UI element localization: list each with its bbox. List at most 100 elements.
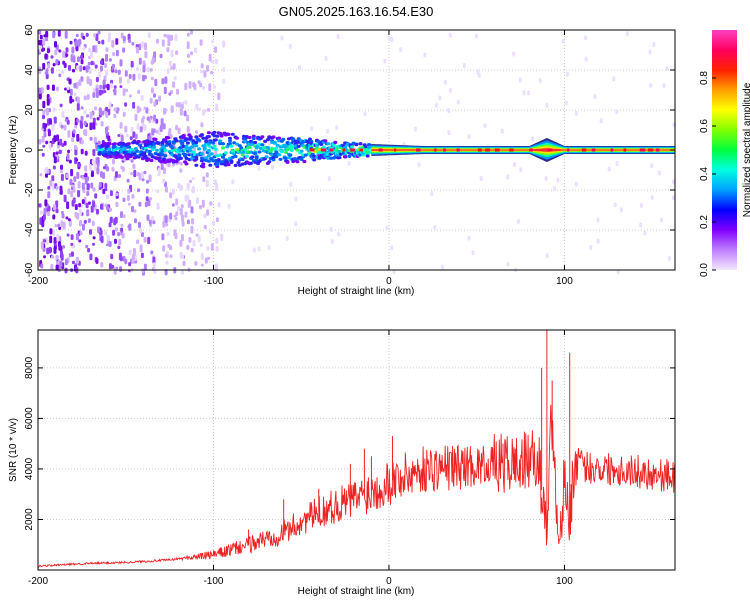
ridge-cell (221, 146, 225, 150)
heatmap-cell (74, 211, 78, 218)
heatmap-cell (131, 194, 135, 199)
heatmap-cell (115, 49, 119, 57)
heatmap-cell (161, 78, 165, 85)
heatmap-cell (145, 188, 149, 194)
heatmap-cell (148, 219, 152, 225)
heatmap-cell (616, 269, 620, 275)
heatmap-cell (106, 234, 110, 241)
heatmap-cell (191, 218, 194, 225)
heatmap-cell (324, 56, 328, 61)
heatmap-cell (95, 76, 99, 83)
heatmap-cell (168, 60, 172, 67)
heatmap-cell (207, 256, 210, 261)
heatmap-cell (90, 60, 94, 66)
heatmap-cell (105, 47, 109, 52)
ridge-cell (358, 142, 363, 146)
ridge-cell (315, 146, 319, 150)
heatmap-cell (78, 239, 82, 243)
heatmap-cell (43, 255, 46, 259)
ridge-cell (167, 140, 172, 144)
heatmap-cell (42, 213, 46, 221)
heatmap-cell (253, 247, 256, 253)
ridge-cell (171, 141, 176, 145)
colorbar-tick-label: 0.0 (699, 263, 710, 277)
heatmap-cell (483, 123, 487, 129)
heatmap-cell (52, 165, 56, 170)
heatmap-cell (93, 163, 97, 171)
ridge-cell (277, 136, 282, 140)
heatmap-cell (78, 203, 82, 208)
heatmap-cell (41, 220, 45, 228)
heatmap-cell (38, 92, 42, 100)
ridge-cell (199, 152, 204, 156)
heatmap-cell (51, 84, 55, 91)
heatmap-cell (330, 239, 334, 244)
heatmap-cell (56, 86, 59, 92)
heatmap-cell (613, 202, 617, 208)
ridge-cell (184, 162, 189, 166)
heatmap-cell (73, 176, 77, 182)
heatmap-cell (119, 256, 123, 262)
spectrogram-frame (37, 29, 676, 271)
ridge-cell (103, 150, 107, 154)
heatmap-cell (156, 189, 160, 193)
heatmap-cell (97, 226, 101, 234)
ridge-cell (191, 139, 196, 143)
heatmap-cell (79, 230, 83, 236)
heatmap-cell (186, 53, 190, 58)
heatmap-cell (456, 99, 460, 105)
heatmap-cell (38, 30, 42, 35)
heatmap-cell (112, 52, 116, 56)
heatmap-cell (117, 245, 121, 250)
heatmap-cell (189, 179, 192, 184)
heatmap-cell (173, 76, 177, 81)
ridge-cell (197, 147, 202, 151)
heatmap-cell (50, 67, 54, 74)
heatmap-cell (196, 197, 199, 204)
heatmap-cell (127, 33, 131, 41)
heatmap-cell (170, 105, 174, 113)
heatmap-cell (70, 234, 74, 240)
heatmap-cell (120, 134, 124, 143)
heatmap-cell (40, 87, 44, 94)
heatmap-cell (126, 78, 130, 84)
heatmap-cell (144, 201, 148, 208)
heatmap-cell (128, 39, 132, 43)
heatmap-cell (52, 107, 56, 112)
ridge-cell (201, 136, 206, 140)
heatmap-cell (596, 217, 600, 223)
heatmap-cell (179, 168, 183, 173)
heatmap-cell (222, 78, 226, 84)
heatmap-cell (97, 40, 101, 44)
heatmap-cell (206, 246, 210, 251)
heatmap-cell (138, 221, 141, 229)
heatmap-cell (184, 82, 188, 91)
heatmap-cell (156, 38, 159, 44)
heatmap-cell (45, 173, 48, 178)
heatmap-cell (55, 208, 59, 214)
ridge-cell (162, 157, 166, 161)
colorbar-tick-label: 0.6 (699, 119, 710, 133)
heatmap-cell (174, 216, 178, 221)
heatmap-cell (169, 212, 173, 220)
heatmap-cell (142, 65, 146, 73)
heatmap-cell (125, 133, 129, 138)
heatmap-cell (119, 59, 123, 67)
ridge-cell (153, 137, 158, 141)
ridge-cell (170, 146, 175, 150)
heatmap-cell (40, 241, 44, 250)
ridge-cell (312, 158, 317, 162)
heatmap-cell (180, 204, 184, 209)
heatmap-cell (114, 227, 118, 232)
heatmap-cell (80, 59, 84, 65)
ridge-cell (240, 158, 245, 162)
heatmap-cell (122, 197, 126, 202)
heatmap-cell (200, 263, 204, 267)
ridge-cell (213, 147, 218, 151)
heatmap-cell (84, 172, 88, 178)
ridge-cell (267, 160, 272, 164)
ridge-cell (302, 159, 307, 164)
ridge-cell (206, 135, 211, 139)
ridge-cell (274, 155, 279, 159)
heatmap-cell (109, 190, 113, 197)
